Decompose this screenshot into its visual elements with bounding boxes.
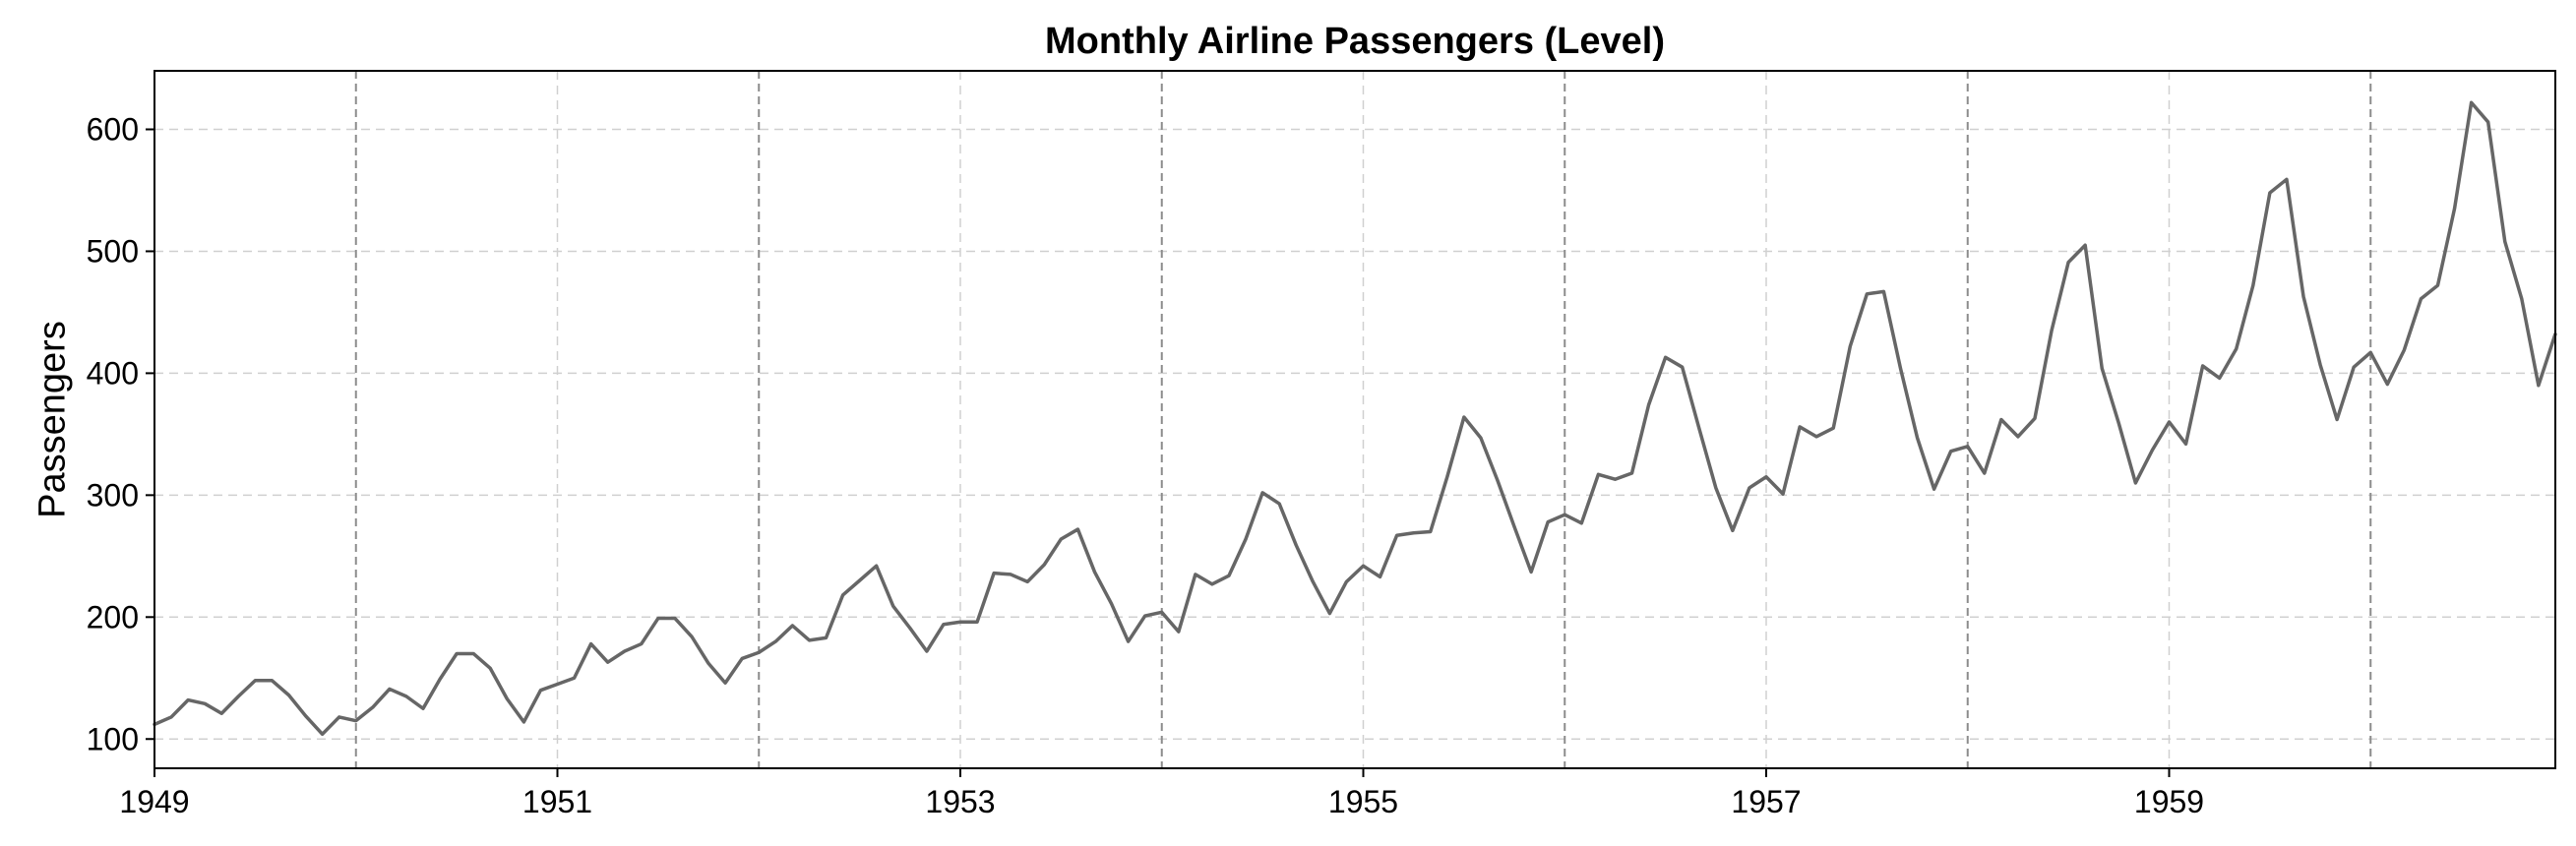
y-tick-label: 100 — [87, 721, 139, 756]
x-tick-label: 1951 — [522, 784, 592, 819]
y-axis-label: Passengers — [31, 321, 73, 518]
y-tick-label: 300 — [87, 477, 139, 513]
x-tick-label: 1955 — [1328, 784, 1398, 819]
y-tick-label: 500 — [87, 233, 139, 269]
x-tick-label: 1953 — [925, 784, 995, 819]
y-tick-label: 400 — [87, 355, 139, 391]
x-tick-label: 1959 — [2134, 784, 2204, 819]
x-tick-label: 1957 — [1731, 784, 1801, 819]
x-tick-label: 1949 — [119, 784, 189, 819]
grid-layer — [153, 71, 2555, 768]
series-line — [153, 100, 2557, 737]
tick-layer: 100 200 300 400 500 600 1949 1951 1953 1955 1957 19… — [87, 111, 2204, 819]
series-layer — [153, 100, 2557, 737]
y-tick-label: 600 — [87, 111, 139, 147]
plot-frame — [153, 70, 2556, 769]
chart-title: Monthly Airline Passengers (Level) — [1045, 21, 1665, 62]
y-tick-label: 200 — [87, 599, 139, 634]
